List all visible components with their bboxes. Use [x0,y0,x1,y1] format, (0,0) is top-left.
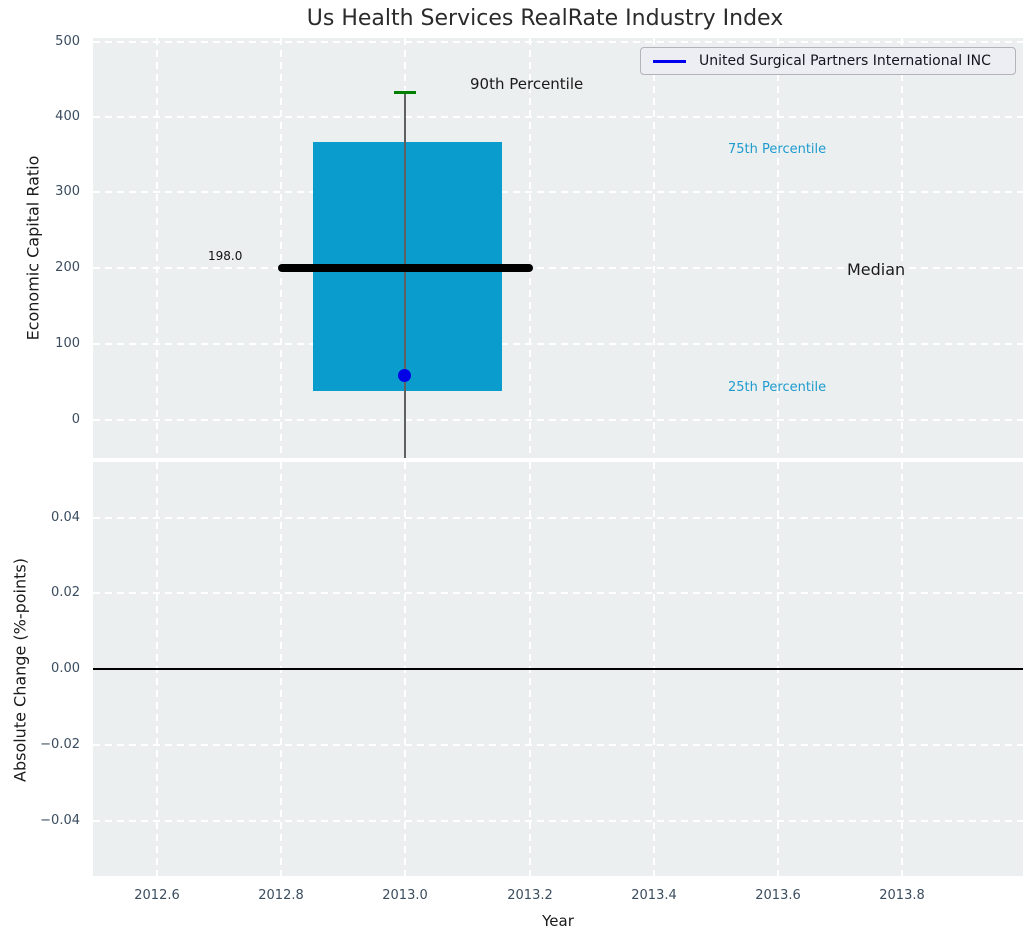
gridline-v-2013-2 [529,38,531,458]
gridline-h-100 [93,343,1023,345]
gridline-v-2013-4 [653,38,655,458]
tick-label: 2013.8 [879,888,925,903]
tick-label: −0.02 [40,737,80,752]
tick-label: −0.04 [40,813,80,828]
tick-label: 500 [55,34,80,49]
tick-label: 2013.0 [382,888,428,903]
gridline-h-0 [93,419,1023,421]
gridline-h-500 [93,41,1023,43]
gridline-h-300 [93,191,1023,193]
company-data-point [398,369,411,382]
gridline-h-002 [93,592,1023,594]
gridline-h-200 [93,267,1023,269]
label-90th-percentile: 90th Percentile [470,75,584,93]
label-75th-percentile: 75th Percentile [728,142,827,157]
gridline-v-2013-6 [777,38,779,458]
whisker-line [404,93,406,458]
tick-label: 0 [71,412,80,427]
label-25th-percentile: 25th Percentile [728,380,827,395]
legend-label: United Surgical Partners International I… [699,53,991,69]
tick-label: 300 [55,184,80,199]
bottom-y-axis-label: Absolute Change (%-points) [10,558,30,782]
gridline-h-400 [93,116,1023,118]
legend-line-sample [653,59,686,63]
gridline-v-2013-8 [901,38,903,458]
x-axis-label: Year [542,912,574,930]
gridline-h-004 [93,517,1023,519]
top-y-axis-label: Economic Capital Ratio [23,155,43,341]
median-line [278,264,533,272]
tick-label: 400 [55,109,80,124]
label-median-value: 198.0 [208,249,243,263]
tick-label: 200 [55,260,80,275]
zero-change-line [93,668,1023,670]
tick-label: 2013.4 [631,888,677,903]
gridline-h-n004 [93,820,1023,822]
tick-label: 0.00 [51,661,80,676]
tick-label: 100 [55,336,80,351]
gridline-h-n002 [93,744,1023,746]
tick-label: 0.04 [51,510,80,525]
bottom-axes [93,462,1023,876]
tick-label: 2012.6 [134,888,180,903]
tick-label: 2013.6 [755,888,801,903]
tick-label: 2013.2 [507,888,553,903]
gridline-v-2012-6 [156,38,158,458]
top-axes: 90th Percentile 75th Percentile Median 2… [93,38,1023,458]
tick-label: 0.02 [51,585,80,600]
p90-cap-mark [394,91,416,94]
tick-label: 2012.8 [258,888,304,903]
label-median: Median [847,260,906,279]
chart-title: Us Health Services RealRate Industry Ind… [306,6,784,31]
legend: United Surgical Partners International I… [640,47,1016,75]
gridline-v-2012-8 [280,38,282,458]
